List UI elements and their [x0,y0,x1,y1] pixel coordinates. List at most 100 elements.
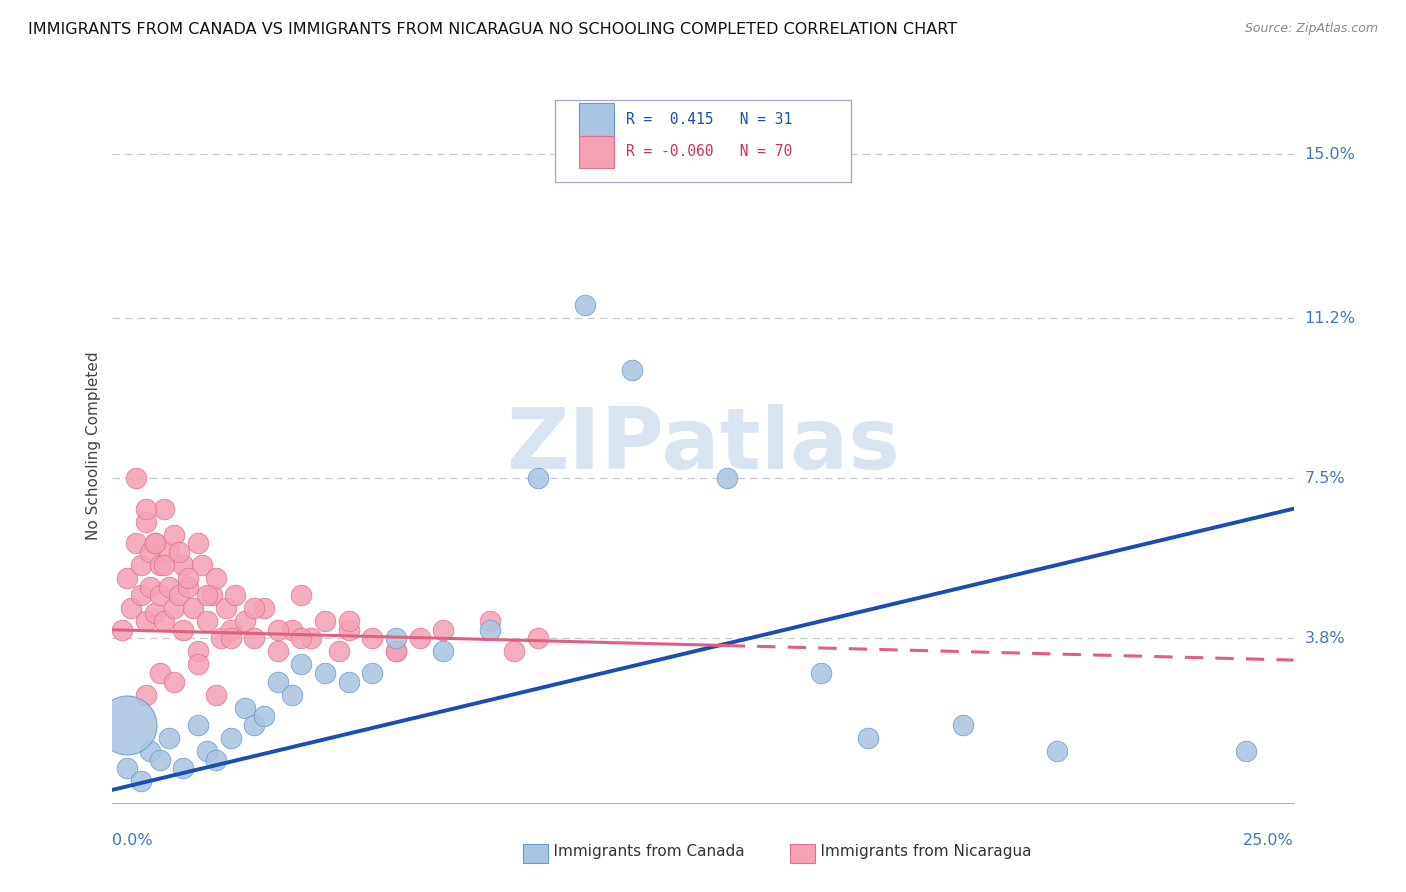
Point [337,614,360,628]
Point [115,718,138,732]
Point [139,580,162,594]
Point [314,666,336,681]
Point [177,580,200,594]
Text: R = -0.060   N = 70: R = -0.060 N = 70 [626,145,793,160]
Point [153,614,176,628]
Text: ZIPatlas: ZIPatlas [506,404,900,488]
Point [195,614,218,628]
Point [149,558,172,572]
Point [281,688,304,702]
Point [432,623,454,637]
Point [143,536,166,550]
Text: 7.5%: 7.5% [1305,471,1346,486]
Text: IMMIGRANTS FROM CANADA VS IMMIGRANTS FROM NICARAGUA NO SCHOOLING COMPLETED CORRE: IMMIGRANTS FROM CANADA VS IMMIGRANTS FRO… [28,22,957,37]
Point [385,644,408,658]
Text: Immigrants from Nicaragua: Immigrants from Nicaragua [801,845,1032,859]
Point [209,632,232,646]
Point [219,632,242,646]
Point [149,588,172,602]
Point [267,674,290,689]
Point [385,644,408,658]
Point [253,601,276,615]
Point [253,709,276,723]
Text: Source: ZipAtlas.com: Source: ZipAtlas.com [1244,22,1378,36]
Point [135,614,157,628]
Point [233,700,256,714]
Point [1046,744,1069,758]
Point [205,571,228,585]
Point [195,588,218,602]
Point [267,644,290,658]
Point [314,614,336,628]
Point [125,471,148,485]
Point [157,545,180,559]
Point [243,718,266,732]
Point [181,601,204,615]
Text: R =  0.415   N = 31: R = 0.415 N = 31 [626,112,793,128]
Point [191,558,214,572]
Text: 15.0%: 15.0% [1305,146,1355,161]
Point [186,644,208,658]
Point [526,471,548,485]
Text: 11.2%: 11.2% [1305,311,1355,326]
Point [115,761,138,775]
Point [716,471,738,485]
Point [186,657,208,672]
Point [290,588,312,602]
Point [129,588,152,602]
Point [172,558,194,572]
FancyBboxPatch shape [555,100,851,182]
Point [149,666,172,681]
Text: 0.0%: 0.0% [112,833,153,848]
Point [186,718,208,732]
Point [163,527,186,541]
Point [153,501,176,516]
Point [432,644,454,658]
Point [172,623,194,637]
Point [290,632,312,646]
Point [858,731,880,745]
Point [186,536,208,550]
Point [810,666,832,681]
Point [129,558,152,572]
Point [526,632,548,646]
Point [385,632,408,646]
Point [135,501,157,516]
Point [125,536,148,550]
Point [139,744,162,758]
Point [337,623,360,637]
Text: 25.0%: 25.0% [1243,833,1294,848]
Point [1234,744,1257,758]
Point [281,623,304,637]
Point [153,558,176,572]
Point [337,674,360,689]
Point [201,588,224,602]
Point [129,774,152,789]
Point [408,632,430,646]
Point [149,753,172,767]
Point [143,606,166,620]
Point [135,515,157,529]
Point [243,601,266,615]
Point [143,536,166,550]
Point [290,657,312,672]
FancyBboxPatch shape [579,136,614,168]
Point [157,580,180,594]
Point [224,588,246,602]
Point [111,623,134,637]
Point [157,731,180,745]
Point [115,571,138,585]
Point [163,674,186,689]
Point [167,545,190,559]
Point [120,601,142,615]
Point [361,666,384,681]
Point [177,571,200,585]
Point [952,718,974,732]
Point [243,632,266,646]
Point [219,731,242,745]
Point [172,761,194,775]
Point [139,545,162,559]
Point [195,744,218,758]
Point [135,688,157,702]
Text: Immigrants from Canada: Immigrants from Canada [534,845,745,859]
